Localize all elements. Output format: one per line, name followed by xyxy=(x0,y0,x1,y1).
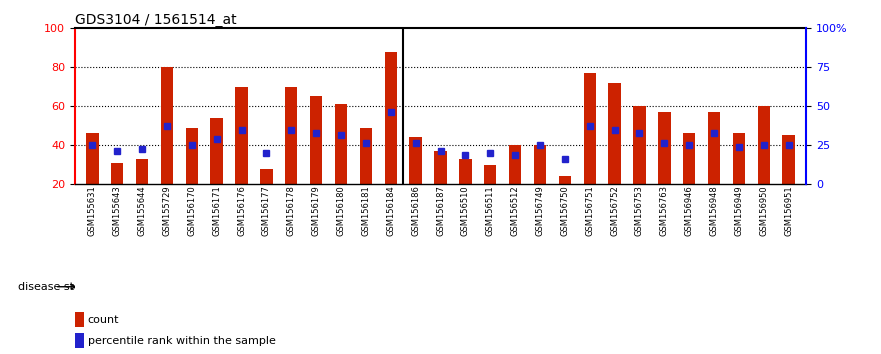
Bar xyxy=(758,106,770,184)
Bar xyxy=(136,159,148,184)
Bar xyxy=(384,52,397,184)
Bar xyxy=(707,112,721,184)
Bar xyxy=(658,112,670,184)
Bar xyxy=(359,128,372,184)
Bar xyxy=(559,176,571,184)
Bar xyxy=(633,106,646,184)
Bar xyxy=(410,137,422,184)
Text: control: control xyxy=(220,280,263,293)
Bar xyxy=(310,97,322,184)
Bar xyxy=(75,312,84,327)
Bar xyxy=(160,67,174,184)
Bar xyxy=(86,133,99,184)
Text: percentile rank within the sample: percentile rank within the sample xyxy=(88,336,276,346)
Bar xyxy=(459,159,471,184)
Bar xyxy=(683,133,695,184)
Bar xyxy=(75,333,84,348)
Text: insulin-resistant polycystic ovary syndrome: insulin-resistant polycystic ovary syndr… xyxy=(469,280,740,293)
Bar xyxy=(484,165,497,184)
Bar xyxy=(335,104,347,184)
Bar xyxy=(509,145,522,184)
FancyBboxPatch shape xyxy=(80,271,403,303)
Bar xyxy=(111,163,123,184)
Bar xyxy=(534,145,546,184)
Bar xyxy=(260,169,272,184)
Bar xyxy=(583,73,596,184)
Bar xyxy=(733,133,745,184)
Bar xyxy=(235,87,248,184)
FancyBboxPatch shape xyxy=(403,271,806,303)
Text: disease state: disease state xyxy=(18,282,92,292)
Bar xyxy=(434,151,447,184)
Text: GDS3104 / 1561514_at: GDS3104 / 1561514_at xyxy=(75,13,236,27)
Bar xyxy=(609,83,621,184)
Bar xyxy=(285,87,298,184)
Bar xyxy=(782,136,795,184)
Bar xyxy=(211,118,223,184)
Text: count: count xyxy=(88,315,119,325)
Bar xyxy=(186,128,198,184)
